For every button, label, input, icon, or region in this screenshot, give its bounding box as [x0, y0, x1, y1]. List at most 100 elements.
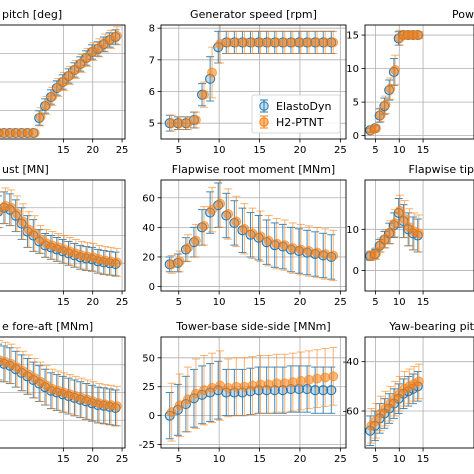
data-point [247, 37, 258, 48]
series-h2-ptnt [166, 25, 339, 132]
y-tick-label: 5 [353, 98, 359, 109]
data-point [166, 259, 177, 270]
subplot-p01: Generator speed [rpm] 5 10 15 20 25 5 6 7 8 Elasto… [149, 8, 347, 156]
subplot-title: Generator speed [rpm] [190, 8, 317, 21]
axes-frame [160, 179, 347, 292]
plot-area [164, 180, 339, 282]
data-point [312, 247, 322, 258]
data-point [304, 246, 314, 256]
data-point [76, 58, 87, 69]
data-point [59, 76, 69, 87]
x-tick-label: 10 [213, 145, 226, 156]
y-tick-label: 0 [149, 282, 155, 293]
data-point [12, 208, 23, 219]
data-point [207, 382, 217, 393]
data-point [239, 381, 250, 392]
data-point [35, 111, 46, 122]
plot-area [365, 363, 424, 447]
data-point [199, 220, 209, 231]
axes-frame [364, 24, 474, 140]
data-point [302, 383, 313, 395]
y-tick-label: 0 [353, 266, 359, 277]
y-tick-label: 7 [149, 55, 155, 66]
data-point [255, 231, 266, 242]
data-point [6, 202, 17, 213]
data-point [112, 257, 122, 268]
data-point [231, 216, 242, 227]
x-tick-label: 10 [393, 454, 406, 465]
data-point [239, 37, 250, 48]
data-point [53, 82, 64, 93]
x-tick-label: 5 [372, 454, 378, 465]
data-point [399, 214, 410, 224]
subplot-title: Flapwise tip [408, 163, 474, 176]
data-point [320, 37, 331, 48]
plot-area [0, 187, 122, 277]
data-point [207, 67, 217, 78]
data-point [215, 39, 226, 49]
x-tick-label: 5 [176, 145, 182, 156]
y-tick-label: 10 [346, 64, 359, 75]
data-point [385, 83, 396, 94]
data-point [182, 118, 193, 129]
x-tick-label: 5 [176, 454, 182, 465]
x-tick-label: 10 [213, 297, 226, 308]
x-tick-label: 20 [86, 145, 99, 156]
data-point [190, 388, 201, 399]
x-tick-label: 15 [417, 454, 430, 465]
data-point [371, 123, 381, 134]
x-tick-label: 25 [116, 297, 129, 308]
data-point [296, 37, 306, 48]
plot-area [365, 194, 424, 262]
plot-area [365, 29, 424, 136]
data-point [326, 385, 337, 396]
data-point [199, 89, 209, 100]
series-elastodyn [365, 30, 423, 136]
data-point [215, 380, 226, 391]
series-h2-ptnt [0, 26, 122, 138]
data-point [263, 379, 274, 390]
y-tick-label: -25 [139, 440, 155, 451]
subplot-title: Flapwise root moment [MNm] [172, 163, 335, 176]
x-tick-label: 10 [393, 145, 406, 156]
series-h2-ptnt [0, 187, 122, 277]
y-tick-label: 25 [142, 382, 155, 393]
data-point [82, 52, 93, 63]
data-point [247, 380, 258, 391]
data-point [287, 37, 298, 48]
x-tick-label: 20 [86, 297, 99, 308]
subplot-p21: Tower-base side-side [MNm] 5 10 15 20 25 -25 0 2… [139, 320, 347, 465]
data-point [312, 37, 322, 48]
data-point [18, 216, 28, 227]
y-tick-label: 6 [149, 87, 155, 98]
subplot-p20: e fore-aft [MNm] 15 20 25 [0, 320, 128, 465]
x-tick-label: 20 [86, 454, 99, 465]
data-point [174, 256, 185, 267]
plot-area [164, 346, 339, 442]
axes-frame [364, 336, 474, 449]
axes-frame [160, 336, 347, 449]
data-point [328, 37, 339, 48]
data-point [166, 407, 177, 418]
data-point [112, 30, 122, 41]
data-point [190, 235, 201, 246]
x-tick-label: 25 [116, 454, 129, 465]
data-point [182, 394, 193, 405]
series-h2-ptnt [0, 340, 122, 427]
data-point [304, 37, 314, 48]
data-point [223, 209, 234, 219]
data-point [413, 30, 424, 40]
subplot-title: Pow [452, 8, 474, 21]
y-tick-label: -40 [343, 357, 359, 368]
x-tick-label: 10 [393, 297, 406, 308]
y-tick-label: -60 [343, 407, 359, 418]
legend-marker [259, 101, 269, 111]
plot-area [0, 340, 122, 427]
data-point [190, 115, 201, 125]
data-point [231, 381, 242, 392]
data-point [247, 228, 258, 239]
data-point [279, 37, 290, 48]
legend-box [251, 94, 341, 134]
data-point [29, 228, 40, 239]
